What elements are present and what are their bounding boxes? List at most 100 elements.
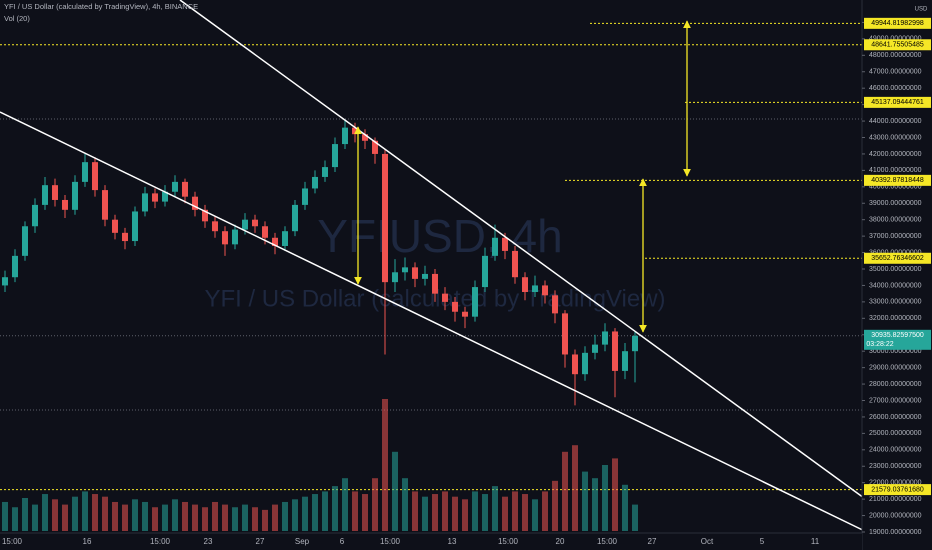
- level-label: 35652.76346602: [871, 255, 924, 262]
- candle-body: [22, 226, 28, 256]
- candle-body: [52, 185, 58, 200]
- level-label: 21579.03761680: [871, 486, 924, 493]
- volume-bar: [272, 504, 278, 531]
- volume-bar: [412, 491, 418, 531]
- countdown: 03:28:22: [866, 341, 893, 348]
- y-tick-label: 30000.00000000: [869, 348, 922, 355]
- volume-bar: [322, 491, 328, 531]
- candle-body: [412, 267, 418, 279]
- candle-body: [282, 231, 288, 246]
- y-tick-label: 29000.00000000: [869, 364, 922, 371]
- candle-body: [142, 193, 148, 212]
- candle-body: [572, 354, 578, 375]
- volume-bar: [532, 499, 538, 531]
- volume-bar: [632, 504, 638, 531]
- candle-body: [622, 351, 628, 371]
- candle-body: [42, 185, 48, 205]
- y-tick-label: 47000.00000000: [869, 69, 922, 76]
- y-tick-label: 24000.00000000: [869, 447, 922, 454]
- volume-bar: [282, 501, 288, 531]
- volume-bar: [452, 496, 458, 531]
- y-tick-label: 37000.00000000: [869, 233, 922, 240]
- volume-bar: [182, 501, 188, 531]
- volume-bar: [202, 507, 208, 531]
- volume-bar: [92, 494, 98, 531]
- y-tick-label: 42000.00000000: [869, 151, 922, 158]
- y-tick-label: 38000.00000000: [869, 217, 922, 224]
- candle-body: [402, 267, 408, 273]
- candle-body: [12, 255, 18, 278]
- volume-bar: [352, 491, 358, 531]
- volume-bar: [2, 501, 8, 531]
- candle-body: [432, 273, 438, 294]
- price-axis: [862, 0, 932, 550]
- candle-body: [32, 204, 38, 227]
- volume-bar: [482, 494, 488, 531]
- candle-body: [392, 272, 398, 283]
- volume-bar: [572, 445, 578, 531]
- volume-bar: [442, 491, 448, 531]
- symbol-legend: YFI / US Dollar (calculated by TradingVi…: [4, 2, 198, 11]
- level-label-box: [864, 96, 931, 108]
- volume-bar: [392, 451, 398, 531]
- volume-bar: [542, 491, 548, 531]
- y-tick-label: 34000.00000000: [869, 282, 922, 289]
- candle-body: [512, 250, 518, 278]
- level-label-box: [864, 17, 931, 29]
- y-tick-label: 21000.00000000: [869, 496, 922, 503]
- volume-bar: [102, 496, 108, 531]
- volume-bar: [382, 399, 388, 531]
- volume-bar: [302, 496, 308, 531]
- x-tick-label: 5: [760, 537, 765, 546]
- x-tick-label: Sep: [295, 537, 310, 546]
- candle-body: [382, 153, 388, 283]
- currency-label: USD: [915, 7, 928, 13]
- candle-body: [212, 221, 218, 232]
- candle-body: [322, 167, 328, 177]
- y-tick-label: 22000.00000000: [869, 480, 922, 487]
- trend-lines: [0, 0, 876, 537]
- volume-bar: [72, 496, 78, 531]
- candle-body: [62, 199, 68, 210]
- candle-body: [582, 352, 588, 375]
- candle-body: [152, 193, 158, 202]
- volume-bar: [252, 507, 258, 531]
- volume-bar: [372, 478, 378, 531]
- candle-body: [192, 196, 198, 210]
- x-tick-label: Oct: [701, 537, 714, 546]
- y-tick-label: 32000.00000000: [869, 315, 922, 322]
- volume-bar: [22, 498, 28, 531]
- candle-body: [302, 188, 308, 205]
- candles: [2, 119, 638, 406]
- volume-bar: [192, 504, 198, 531]
- candle-body: [602, 331, 608, 345]
- x-tick-label: 11: [811, 537, 820, 546]
- y-tick-label: 40000.00000000: [869, 184, 922, 191]
- x-tick-label: 27: [256, 537, 265, 546]
- volume-bar: [82, 491, 88, 531]
- candle-body: [332, 144, 338, 168]
- level-label: 49944.81982998: [871, 20, 924, 27]
- x-tick-label: 15:00: [380, 537, 401, 546]
- candle-body: [452, 301, 458, 312]
- level-label-box: [864, 39, 931, 51]
- y-tick-label: 46000.00000000: [869, 85, 922, 92]
- candle-body: [492, 237, 498, 256]
- level-label-box: [864, 252, 931, 264]
- volume-bar: [132, 499, 138, 531]
- candle-body: [342, 127, 348, 145]
- candle-body: [312, 176, 318, 189]
- time-axis: [0, 533, 862, 550]
- level-label-box: [864, 174, 931, 186]
- candle-body: [362, 134, 368, 141]
- candle-body: [632, 335, 638, 352]
- y-tick-label: 41000.00000000: [869, 167, 922, 174]
- x-tick-label: 20: [556, 537, 565, 546]
- candle-body: [222, 231, 228, 245]
- x-tick-label: 15:00: [498, 537, 519, 546]
- last-price-box: [864, 329, 931, 350]
- candle-body: [272, 237, 278, 246]
- volume-bar: [432, 494, 438, 531]
- arrows: [354, 20, 691, 333]
